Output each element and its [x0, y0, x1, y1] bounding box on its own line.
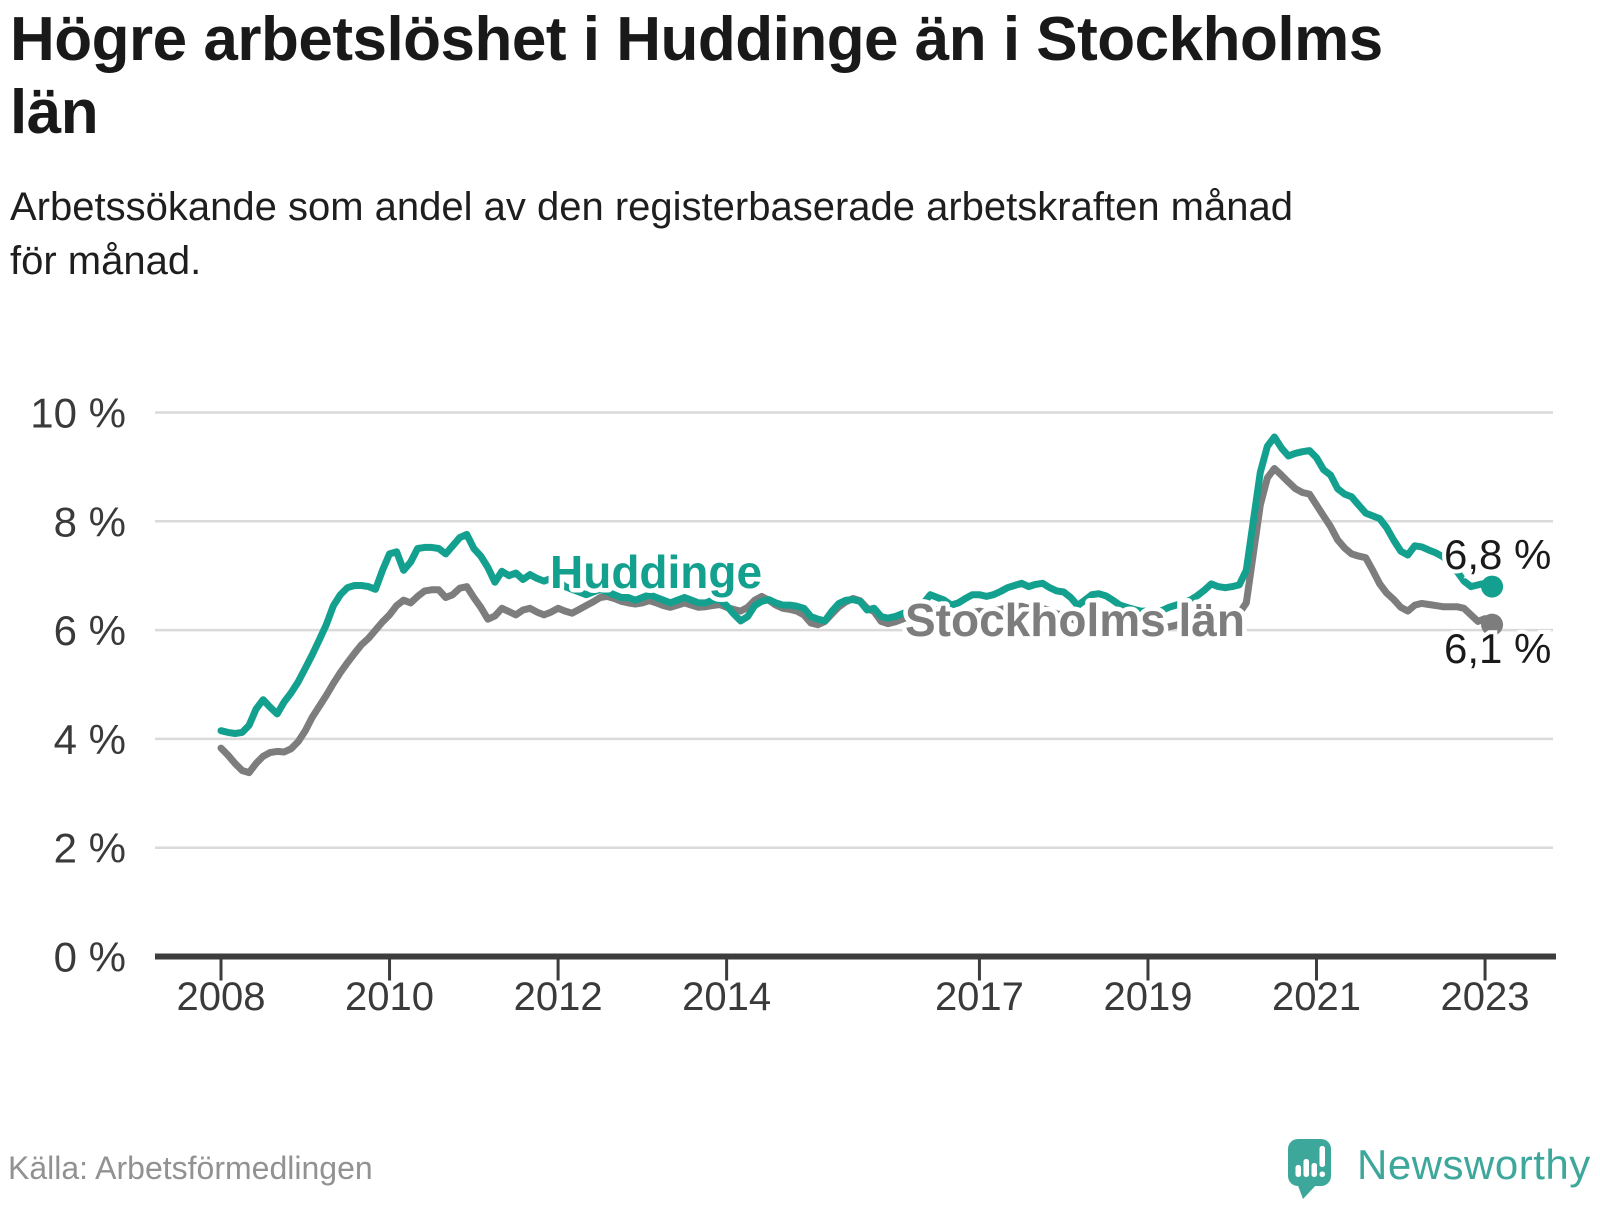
- y-tick-label: 2 %: [54, 825, 126, 872]
- x-tick-label: 2010: [345, 975, 434, 1019]
- x-tick-label: 2019: [1103, 975, 1192, 1019]
- x-tick-label: 2008: [177, 975, 266, 1019]
- series-end-dot: [1481, 575, 1504, 598]
- source-note: Källa: Arbetsförmedlingen: [8, 1150, 373, 1186]
- page-subtitle: Arbetssökande som andel av den registerb…: [10, 185, 1293, 283]
- series-label: Huddinge: [550, 546, 762, 598]
- page-title: Högre arbetslöshet i Huddinge än i Stock…: [10, 5, 1383, 147]
- x-tick-label: 2021: [1272, 975, 1361, 1019]
- x-tick-label: 2023: [1441, 975, 1530, 1019]
- newsworthy-logo-icon: [1288, 1139, 1331, 1199]
- y-tick-label: 0 %: [54, 934, 126, 981]
- series-line-huddinge: [217, 433, 1496, 737]
- x-tick-label: 2012: [514, 975, 603, 1019]
- y-tick-label: 8 %: [54, 498, 126, 545]
- series-label: Stockholms län: [905, 594, 1245, 646]
- newsworthy-logo: Newsworthy: [1288, 1139, 1591, 1199]
- series-end-value: 6,8 %: [1444, 531, 1551, 578]
- y-tick-label: 4 %: [54, 716, 126, 763]
- x-tick-label: 2014: [682, 975, 771, 1019]
- y-tick-label: 6 %: [54, 607, 126, 654]
- series-end-dot: [1481, 613, 1504, 636]
- x-tick-label: 2017: [935, 975, 1024, 1019]
- unemployment-line-chart: 0 % 2 % 4 % 6 % 8 % 10 % 2008 2010 2012 2014 2017 2…: [30, 390, 1556, 1019]
- y-tick-label: 10 %: [30, 390, 126, 437]
- newsworthy-brand-name: Newsworthy: [1357, 1141, 1591, 1188]
- series-line-stockholms-lan: [217, 465, 1496, 777]
- series-end-value: 6,1 %: [1444, 625, 1551, 672]
